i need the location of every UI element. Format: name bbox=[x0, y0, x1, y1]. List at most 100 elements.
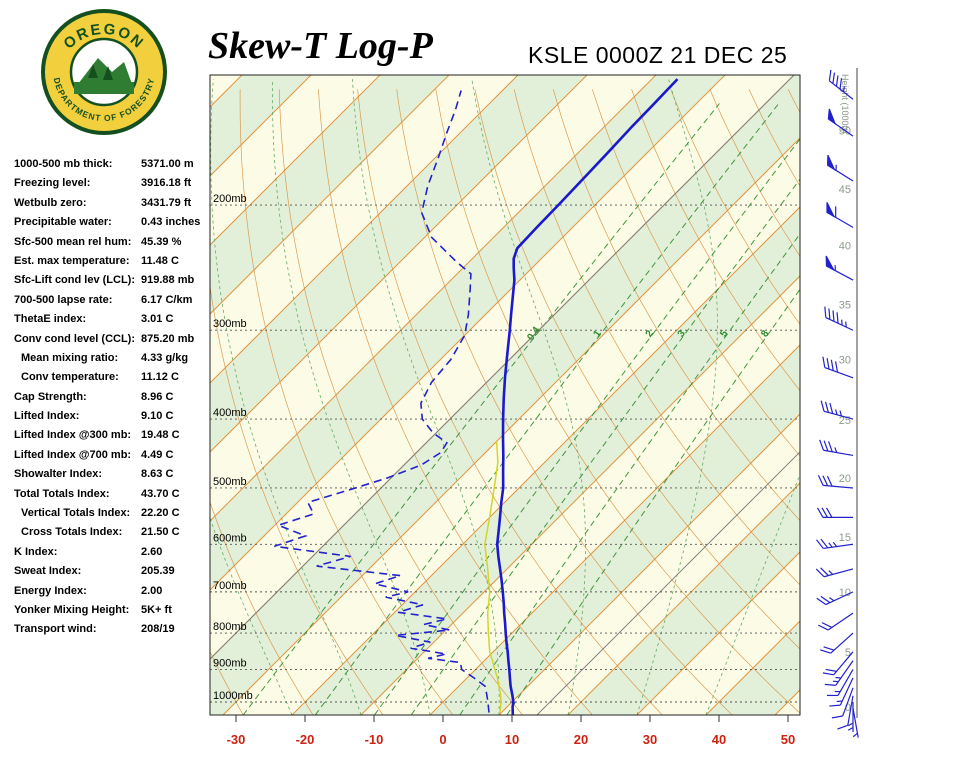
stat-row: Vertical Totals Index: 22.20 C bbox=[14, 507, 214, 526]
wind-barb bbox=[820, 632, 854, 654]
stat-row: 1000-500 mb thick: 5371.00 m bbox=[14, 158, 214, 177]
dry-adiabat-line bbox=[318, 89, 593, 715]
stat-label: Conv cond level (CCL): bbox=[14, 332, 136, 345]
mixing-ratio-label: 5 bbox=[718, 328, 730, 339]
moist-adiabat-line bbox=[471, 79, 586, 715]
stat-label: K Index: bbox=[14, 545, 58, 558]
logo-ground bbox=[74, 82, 134, 94]
stat-row: K Index: 2.60 bbox=[14, 546, 214, 565]
dry-adiabat-line bbox=[357, 89, 663, 715]
stat-value: 5K+ ft bbox=[141, 603, 172, 616]
wind-barb bbox=[820, 400, 854, 420]
height-label: 20 bbox=[839, 473, 851, 485]
height-label: 15 bbox=[839, 532, 851, 544]
temp-tick-label: 20 bbox=[574, 732, 588, 747]
isotherm-line bbox=[636, 551, 800, 715]
wind-barb bbox=[847, 702, 854, 732]
isotherm-line bbox=[210, 75, 588, 453]
dry-adiabat-line bbox=[210, 283, 384, 715]
page-title: Skew-T Log-P bbox=[208, 25, 433, 67]
stat-value: 43.70 C bbox=[141, 487, 180, 500]
temperature-axis: -30 -20 -10 0 10 20 30 40 50 bbox=[227, 715, 795, 747]
pressure-label: 900mb bbox=[213, 657, 247, 669]
stat-label: Sfc-Lift cond lev (LCL): bbox=[14, 274, 135, 287]
mixing-ratio-line bbox=[506, 288, 800, 715]
stat-row: Lifted Index @300 mb: 19.48 C bbox=[14, 429, 214, 448]
stat-row: Sweat Index: 205.39 bbox=[14, 565, 214, 584]
wind-barb bbox=[816, 538, 854, 550]
stat-label: ThetaE index: bbox=[14, 313, 87, 326]
stat-label: Showalter Index: bbox=[14, 468, 103, 481]
stat-label: Total Totals Index: bbox=[14, 487, 110, 500]
wind-barbs bbox=[815, 69, 859, 738]
logo-tree-icon bbox=[88, 64, 98, 78]
stat-value: 205.39 bbox=[141, 565, 175, 578]
stat-label: Wetbulb zero: bbox=[14, 196, 87, 209]
stat-value: 6.17 C/km bbox=[141, 293, 193, 306]
stat-value: 11.48 C bbox=[141, 254, 179, 267]
logo-tree-icon bbox=[103, 66, 113, 80]
isotherm-line bbox=[291, 206, 800, 715]
temp-tick-label: -20 bbox=[296, 732, 315, 747]
stat-value: 22.20 C bbox=[141, 507, 180, 520]
stat-row: Sfc-500 mean rel hum: 45.39 % bbox=[14, 236, 214, 255]
stat-row: Conv temperature: 11.12 C bbox=[14, 371, 214, 390]
dry-adiabat-line bbox=[709, 89, 800, 257]
stat-row: Precipitable water: 0.43 inches bbox=[14, 216, 214, 235]
stat-row: Yonker Mixing Height: 5K+ ft bbox=[14, 604, 214, 623]
stat-row: Sfc-Lift cond lev (LCL): 919.88 mb bbox=[14, 274, 214, 293]
stat-label: Energy Index: bbox=[14, 584, 87, 597]
mixing-ratio-label: 1 bbox=[591, 328, 603, 339]
pressure-label: 800mb bbox=[213, 621, 247, 633]
wind-barb bbox=[837, 695, 854, 730]
wind-barb bbox=[817, 612, 854, 631]
isotherm-line bbox=[498, 413, 800, 715]
stat-value: 3916.18 ft bbox=[141, 177, 192, 190]
stat-value: 919.88 mb bbox=[141, 274, 195, 287]
mixing-ratio-line bbox=[242, 103, 720, 715]
stat-value: 8.63 C bbox=[141, 468, 174, 481]
stat-label: Precipitable water: bbox=[14, 216, 112, 229]
stat-label: Lifted Index @300 mb: bbox=[14, 429, 132, 442]
temp-tick-label: 30 bbox=[643, 732, 657, 747]
reference-isotherm-line bbox=[210, 75, 795, 660]
mixing-ratio-label: 2 bbox=[644, 328, 656, 339]
stat-value: 2.60 bbox=[141, 545, 163, 558]
stat-label: Transport wind: bbox=[14, 623, 97, 636]
pressure-label: 500mb bbox=[213, 476, 247, 488]
stat-value: 4.49 C bbox=[141, 448, 174, 461]
wind-barb bbox=[827, 108, 854, 137]
temp-tick-label: 0 bbox=[439, 732, 446, 747]
stat-row: Est. max temperature: 11.48 C bbox=[14, 255, 214, 274]
mixing-ratio-label: 3 bbox=[676, 328, 688, 339]
height-label: 5 bbox=[845, 647, 851, 659]
isotherm-line bbox=[210, 75, 450, 315]
temp-tick-label: 10 bbox=[505, 732, 519, 747]
wind-barb bbox=[817, 475, 854, 489]
wind-barb bbox=[816, 507, 853, 518]
dry-adiabat-line bbox=[278, 89, 523, 715]
wind-barb bbox=[852, 708, 859, 738]
height-label: 10 bbox=[839, 587, 851, 599]
moist-adiabat-line bbox=[210, 516, 293, 715]
moist-adiabat-line bbox=[271, 79, 431, 715]
wind-barb bbox=[828, 69, 854, 100]
stat-label: Cross Totals Index: bbox=[21, 526, 123, 539]
dry-adiabat-line bbox=[787, 89, 800, 114]
stat-row: Cross Totals Index: 21.50 C bbox=[14, 526, 214, 545]
pressure-label: 300mb bbox=[213, 318, 247, 330]
wind-barb bbox=[829, 677, 854, 707]
height-label: 40 bbox=[839, 240, 851, 252]
wind-barb bbox=[831, 687, 854, 719]
pressure-label: 700mb bbox=[213, 580, 247, 592]
stat-row: ThetaE index: 3.01 C bbox=[14, 313, 214, 332]
dry-adiabat-line bbox=[210, 501, 314, 715]
stat-value: 8.96 C bbox=[141, 390, 174, 403]
stat-value: 19.48 C bbox=[141, 429, 180, 442]
temp-tick-label: -10 bbox=[365, 732, 384, 747]
stat-value: 3.01 C bbox=[141, 313, 174, 326]
stat-row: Transport wind: 208/19 bbox=[14, 623, 214, 642]
height-axis-title: Height (1000ft) bbox=[840, 74, 850, 134]
